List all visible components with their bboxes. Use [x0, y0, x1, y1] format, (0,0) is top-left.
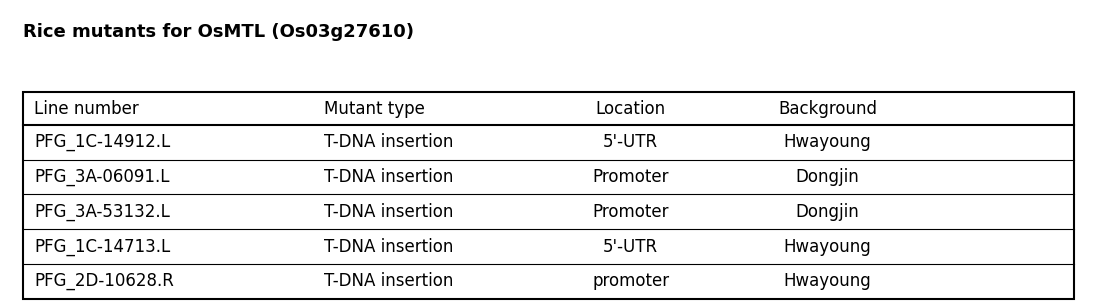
Text: Dongjin: Dongjin [795, 203, 859, 221]
Text: PFG_1C-14912.L: PFG_1C-14912.L [34, 133, 170, 151]
Text: Dongjin: Dongjin [795, 168, 859, 186]
Text: Location: Location [596, 100, 666, 118]
Text: Line number: Line number [34, 100, 139, 118]
Text: 5'-UTR: 5'-UTR [603, 133, 658, 151]
Text: Promoter: Promoter [592, 203, 669, 221]
Text: Background: Background [778, 100, 877, 118]
Text: PFG_2D-10628.R: PFG_2D-10628.R [34, 272, 174, 290]
Text: Hwayoung: Hwayoung [783, 133, 871, 151]
Text: Promoter: Promoter [592, 168, 669, 186]
Text: T-DNA insertion: T-DNA insertion [325, 237, 453, 256]
Text: Rice mutants for OsMTL (Os03g27610): Rice mutants for OsMTL (Os03g27610) [23, 23, 415, 41]
Text: PFG_3A-53132.L: PFG_3A-53132.L [34, 203, 170, 221]
Text: T-DNA insertion: T-DNA insertion [325, 272, 453, 290]
Text: PFG_1C-14713.L: PFG_1C-14713.L [34, 237, 170, 256]
Text: Hwayoung: Hwayoung [783, 272, 871, 290]
Text: PFG_3A-06091.L: PFG_3A-06091.L [34, 168, 170, 186]
FancyBboxPatch shape [23, 92, 1074, 299]
Text: T-DNA insertion: T-DNA insertion [325, 168, 453, 186]
Text: Mutant type: Mutant type [325, 100, 425, 118]
Text: Hwayoung: Hwayoung [783, 237, 871, 256]
Text: 5'-UTR: 5'-UTR [603, 237, 658, 256]
Text: T-DNA insertion: T-DNA insertion [325, 203, 453, 221]
Text: promoter: promoter [592, 272, 669, 290]
Text: T-DNA insertion: T-DNA insertion [325, 133, 453, 151]
